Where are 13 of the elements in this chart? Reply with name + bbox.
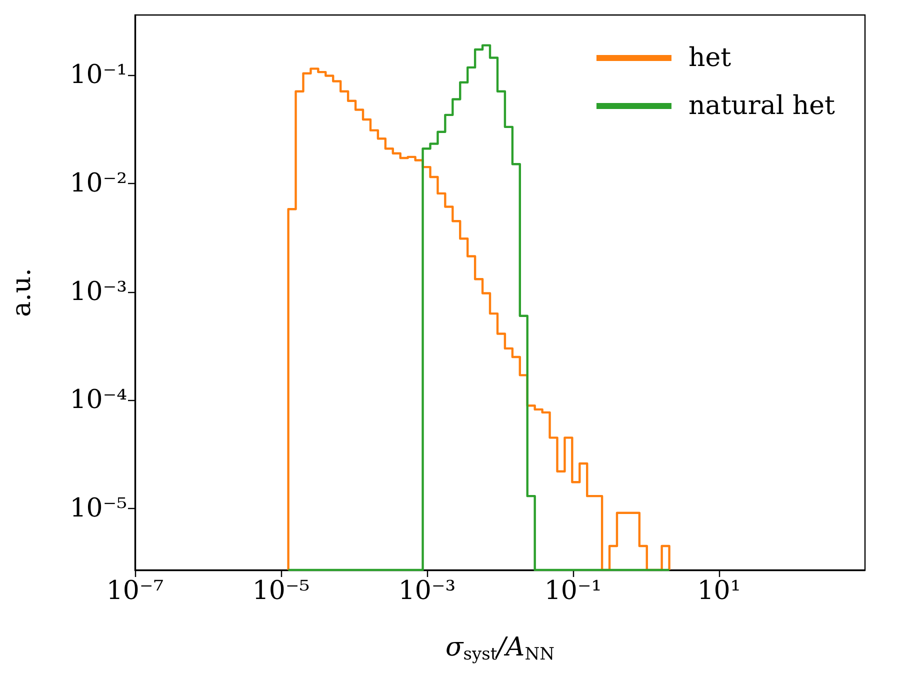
- x-tick-label: 10⁻⁷: [106, 576, 164, 606]
- x-tick-label: 10⁻⁵: [252, 576, 310, 606]
- y-axis-title: a.u.: [7, 268, 37, 317]
- legend-label: natural het: [688, 91, 836, 121]
- y-tick-label: 10⁻⁵: [70, 493, 127, 524]
- x-tick-label: 10¹: [697, 576, 741, 606]
- x-tick-label: 10⁻¹: [544, 576, 602, 606]
- legend-label: het: [688, 43, 732, 73]
- x-tick-label: 10⁻³: [398, 576, 456, 606]
- y-tick-label: 10⁻⁴: [70, 385, 127, 416]
- y-tick-label: 10⁻¹: [70, 60, 127, 90]
- y-tick-label: 10⁻²: [70, 168, 127, 199]
- y-tick-label: 10⁻³: [70, 276, 127, 307]
